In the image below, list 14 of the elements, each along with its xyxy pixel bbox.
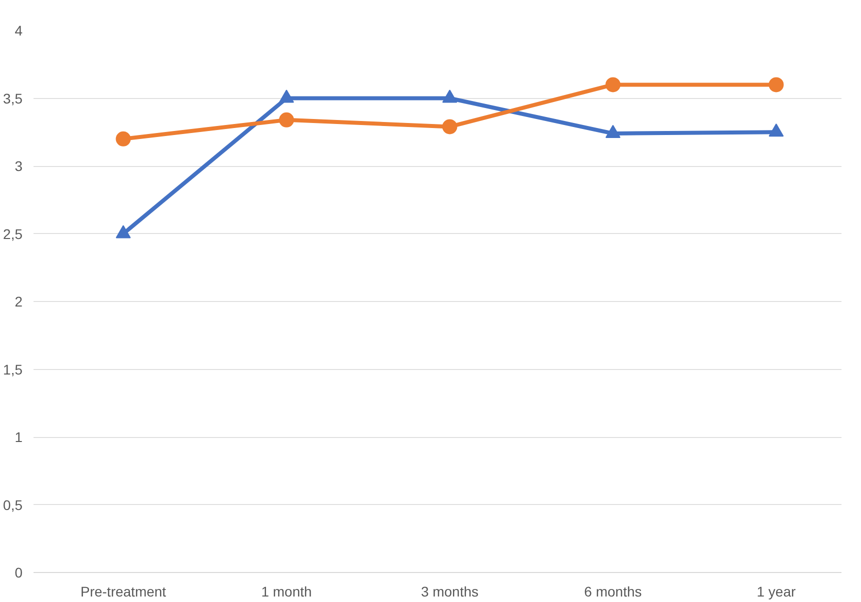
y-tick-label: 3 [14, 158, 23, 174]
x-tick-label: Pre-treatment [80, 584, 166, 600]
y-tick-label: 1 [14, 429, 23, 445]
x-tick-label: 6 months [584, 584, 642, 600]
y-tick-label: 1,5 [3, 361, 23, 378]
x-tick-label: 3 months [420, 584, 479, 600]
x-tick-label: 1 year [756, 584, 796, 600]
y-tick-label: 0 [14, 564, 23, 580]
y-tick-label: 4 [14, 22, 23, 38]
y-tick-label: 2,5 [3, 226, 23, 242]
x-tick-label: 1 month [261, 584, 312, 600]
y-tick-label: 2 [14, 294, 23, 310]
y-tick-label: 3,5 [3, 90, 23, 106]
y-tick-label: 0,5 [3, 496, 23, 513]
